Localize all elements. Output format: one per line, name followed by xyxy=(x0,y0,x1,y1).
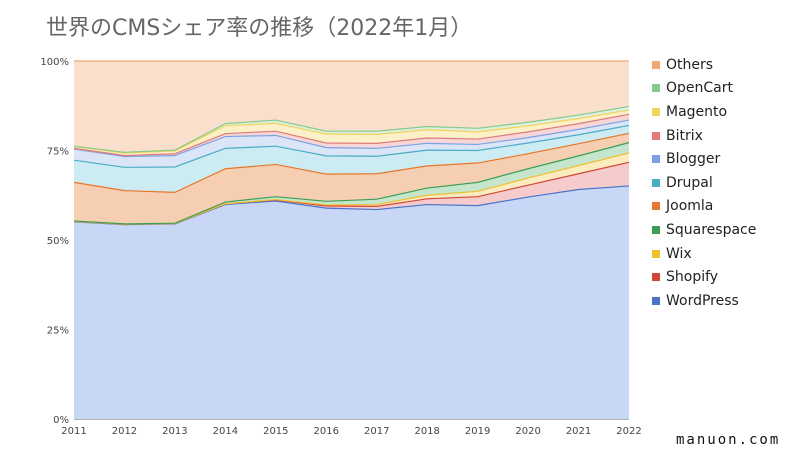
area-blogger xyxy=(74,120,629,168)
x-tick-label: 2012 xyxy=(112,426,137,437)
legend-label: WordPress xyxy=(666,292,739,309)
legend-swatch xyxy=(652,249,660,258)
legend-swatch xyxy=(652,202,660,211)
y-tick-label: 100% xyxy=(40,57,69,68)
line-squarespace xyxy=(73,142,630,225)
legend-item: WordPress xyxy=(652,289,792,313)
x-tick-label: 2020 xyxy=(515,426,540,437)
x-tick-label: 2016 xyxy=(314,426,339,437)
legend-label: Bitrix xyxy=(666,127,703,144)
line-magento xyxy=(73,109,630,154)
x-tick-label: 2019 xyxy=(465,426,490,437)
legend-label: Squarespace xyxy=(666,221,757,238)
y-tick-label: 50% xyxy=(47,236,69,247)
y-tick-label: 0% xyxy=(53,415,69,426)
x-tick-label: 2018 xyxy=(414,426,439,437)
legend-item: Magento xyxy=(652,100,792,124)
legend-swatch xyxy=(652,273,660,282)
legend-swatch xyxy=(652,225,660,234)
legend-label: Drupal xyxy=(666,174,713,191)
y-tick-label: 75% xyxy=(47,147,69,158)
x-tick-label: 2021 xyxy=(566,426,591,437)
area-drupal xyxy=(74,125,629,193)
legend-label: Blogger xyxy=(666,151,721,168)
legend-label: Others xyxy=(666,56,714,73)
watermark: manuon.com xyxy=(676,432,781,448)
legend-label: Shopify xyxy=(666,269,719,286)
legend-item: Shopify xyxy=(652,265,792,289)
area-bitrix xyxy=(74,114,629,157)
legend-label: OpenCart xyxy=(666,80,733,97)
legend-item: Others xyxy=(652,53,792,77)
legend-swatch xyxy=(652,296,660,305)
x-tick-label: 2015 xyxy=(263,426,288,437)
legend-item: OpenCart xyxy=(652,77,792,101)
x-tick-label: 2017 xyxy=(364,426,389,437)
legend-swatch xyxy=(652,178,660,187)
legend-swatch xyxy=(652,84,660,93)
legend-item: Wix xyxy=(652,242,792,266)
x-tick-label: 2011 xyxy=(61,426,86,437)
legend-swatch xyxy=(652,155,660,164)
legend-item: Drupal xyxy=(652,171,792,195)
line-blogger xyxy=(73,119,630,158)
x-tick-label: 2014 xyxy=(213,426,238,437)
legend-swatch xyxy=(652,60,660,69)
line-joomla xyxy=(73,132,630,193)
legend: Others OpenCart Magento Bitrix Blogger Drupal… xyxy=(652,53,792,313)
line-opencart xyxy=(73,105,630,153)
line-bitrix xyxy=(73,113,630,157)
legend-swatch xyxy=(652,131,660,140)
x-tick-label: 2013 xyxy=(162,426,187,437)
legend-swatch xyxy=(652,107,660,116)
legend-label: Magento xyxy=(666,103,728,120)
chart-title: 世界のCMSシェア率の推移（2022年1月） xyxy=(46,16,473,41)
y-tick-label: 25% xyxy=(47,326,69,337)
legend-label: Wix xyxy=(666,245,692,262)
legend-label: Joomla xyxy=(666,198,714,215)
area-wordpress xyxy=(74,185,629,419)
x-tick-label: 2022 xyxy=(616,426,641,437)
area-others xyxy=(74,61,629,153)
line-drupal xyxy=(73,124,630,168)
legend-item: Joomla xyxy=(652,195,792,219)
legend-item: Squarespace xyxy=(652,218,792,242)
legend-item: Blogger xyxy=(652,147,792,171)
area-joomla xyxy=(74,133,629,224)
legend-item: Bitrix xyxy=(652,124,792,148)
